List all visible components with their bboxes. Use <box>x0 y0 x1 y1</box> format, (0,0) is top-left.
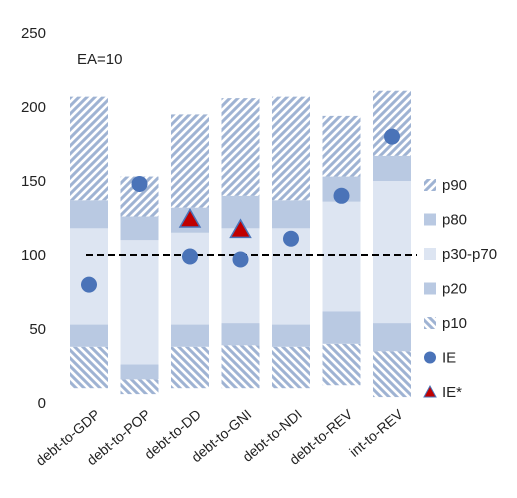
legend-label: p90 <box>442 177 467 194</box>
band-p10 <box>322 343 361 386</box>
band-p90 <box>373 90 411 156</box>
legend-swatch <box>424 213 436 226</box>
ie-marker <box>283 230 299 247</box>
band-p30-p70 <box>373 181 411 324</box>
legend-swatch <box>424 317 436 329</box>
band-p10 <box>120 379 159 395</box>
legend-ie-star-marker <box>423 384 437 398</box>
y-tick-label: 150 <box>21 173 46 190</box>
band-p20 <box>373 323 411 352</box>
band-p30-p70 <box>120 240 159 365</box>
band-p20 <box>171 324 209 347</box>
band-p90 <box>171 114 209 208</box>
percentile-bands <box>70 90 411 398</box>
band-p80 <box>120 216 159 241</box>
legend-swatch <box>424 282 436 295</box>
ie-marker <box>333 187 350 204</box>
band-p20 <box>70 324 108 347</box>
ie-marker <box>232 251 249 268</box>
y-tick-label: 50 <box>29 321 46 338</box>
legend-ie-marker <box>424 351 436 364</box>
band-p90 <box>221 98 260 196</box>
band-p30-p70 <box>171 232 209 325</box>
y-tick-label: 0 <box>38 395 46 412</box>
band-p20 <box>120 364 159 380</box>
legend-swatch <box>424 179 436 191</box>
ie-markers <box>81 128 400 293</box>
x-tick-label: int-to-REV <box>346 406 406 460</box>
band-p10 <box>373 351 411 398</box>
annotation-label: EA=10 <box>77 51 122 68</box>
band-p90 <box>272 96 310 201</box>
band-p10 <box>171 346 209 389</box>
band-p10 <box>221 345 260 389</box>
band-p20 <box>272 324 310 347</box>
band-p80 <box>272 200 310 229</box>
legend-label: p10 <box>442 315 467 332</box>
band-p90 <box>70 96 108 201</box>
legend-label: p30-p70 <box>442 246 497 263</box>
legend-label: IE* <box>442 384 462 401</box>
y-axis-ticks: 0 50 100 150 200 250 <box>21 25 46 412</box>
band-p10 <box>70 346 108 389</box>
ie-marker <box>182 248 198 265</box>
band-p30-p70 <box>221 228 260 324</box>
ie-marker <box>384 128 400 145</box>
band-p30-p70 <box>322 201 361 312</box>
y-tick-label: 250 <box>21 25 46 42</box>
x-axis-labels: debt-to-GDPdebt-to-POPdebt-to-DDdebt-to-… <box>32 406 406 469</box>
y-tick-label: 100 <box>21 247 46 264</box>
band-p20 <box>221 323 260 346</box>
band-p20 <box>322 311 361 344</box>
ie-star-marker <box>229 218 252 239</box>
band-p80 <box>373 155 411 181</box>
ie-star-marker <box>178 207 202 228</box>
band-p30-p70 <box>70 228 108 325</box>
y-tick-label: 200 <box>21 99 46 116</box>
ie-marker <box>131 175 148 192</box>
legend-label: p80 <box>442 212 467 229</box>
legend-label: IE <box>442 350 456 367</box>
band-p10 <box>272 346 310 389</box>
legend-label: p20 <box>442 281 467 298</box>
legend: p90 p80 p30-p70 p20 p10 IE IE* <box>423 177 497 401</box>
legend-swatch <box>424 248 436 260</box>
band-p90 <box>322 115 361 177</box>
ie-marker <box>81 276 97 293</box>
band-p80 <box>70 200 108 229</box>
